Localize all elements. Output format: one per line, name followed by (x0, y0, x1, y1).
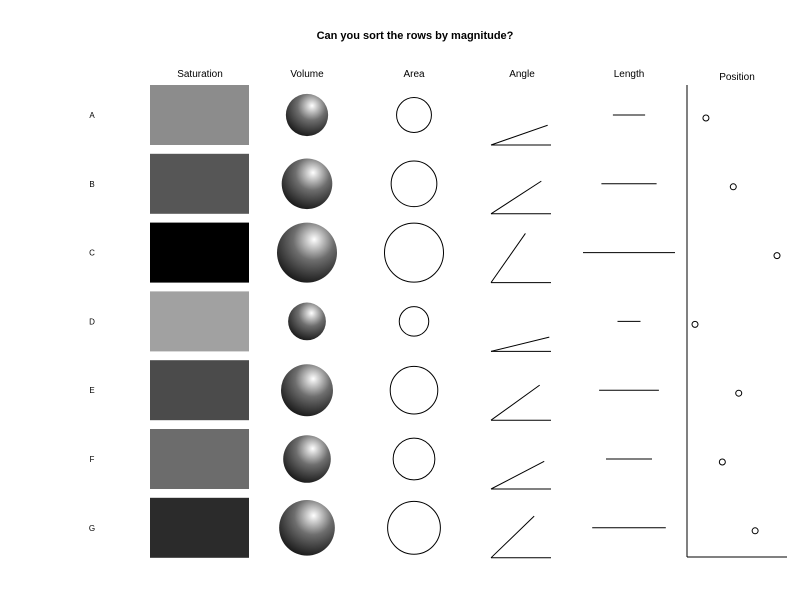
saturation-swatch-d (150, 291, 249, 352)
area-circle-d (398, 306, 430, 337)
angle-ray-g (490, 515, 535, 559)
volume-sphere-e (281, 364, 333, 417)
area-circle-f (392, 437, 436, 481)
angle-ray-a (490, 124, 548, 146)
column-header-length: Length (614, 69, 645, 80)
position-marker-g (751, 527, 759, 535)
volume-sphere-a (285, 93, 329, 137)
saturation-swatch-b (150, 153, 249, 214)
position-marker-b (729, 183, 737, 191)
chart-title: Can you sort the rows by magnitude? (317, 30, 514, 42)
row-label-b: B (89, 180, 94, 189)
row-label-a: A (89, 111, 95, 120)
position-marker-f (718, 458, 726, 466)
row-label-g: G (89, 524, 95, 533)
area-circle-e (389, 365, 439, 415)
angle-ray-d (490, 336, 550, 352)
area-circle-b (390, 160, 438, 208)
volume-sphere-d (288, 302, 326, 341)
angle-ray-e (490, 384, 540, 421)
area-circle-g (387, 500, 441, 555)
saturation-swatch-g (150, 497, 249, 558)
row-labels: A B C D E F G (89, 111, 95, 533)
area-circle-a (396, 97, 432, 133)
column-header-area: Area (403, 69, 425, 80)
volume-sphere-f (283, 435, 331, 483)
saturation-swatch-c (150, 222, 249, 283)
angle-ray-f (490, 460, 545, 490)
column-header-saturation: Saturation (177, 69, 223, 80)
position-marker-e (735, 389, 743, 397)
angle-ray-b (490, 180, 542, 215)
row-label-f: F (90, 455, 95, 464)
row-label-c: C (89, 249, 95, 258)
volume-sphere-b (281, 158, 333, 210)
angle-ray-c (490, 233, 526, 283)
saturation-swatch-e (150, 360, 249, 421)
column-header-position: Position (719, 72, 755, 83)
column-headers: Saturation Volume Area Angle Length Position (177, 69, 755, 83)
volume-sphere-c (277, 222, 337, 283)
position-marker-a (702, 114, 710, 122)
column-header-volume: Volume (290, 69, 324, 80)
chart-marks (150, 85, 781, 559)
area-circle-c (384, 222, 444, 283)
position-marker-d (691, 320, 699, 328)
row-label-e: E (89, 386, 94, 395)
saturation-swatch-a (150, 85, 249, 145)
volume-sphere-g (279, 499, 335, 556)
saturation-swatch-f (150, 429, 249, 489)
row-label-d: D (89, 317, 95, 326)
position-marker-c (773, 252, 781, 260)
column-header-angle: Angle (509, 69, 535, 80)
